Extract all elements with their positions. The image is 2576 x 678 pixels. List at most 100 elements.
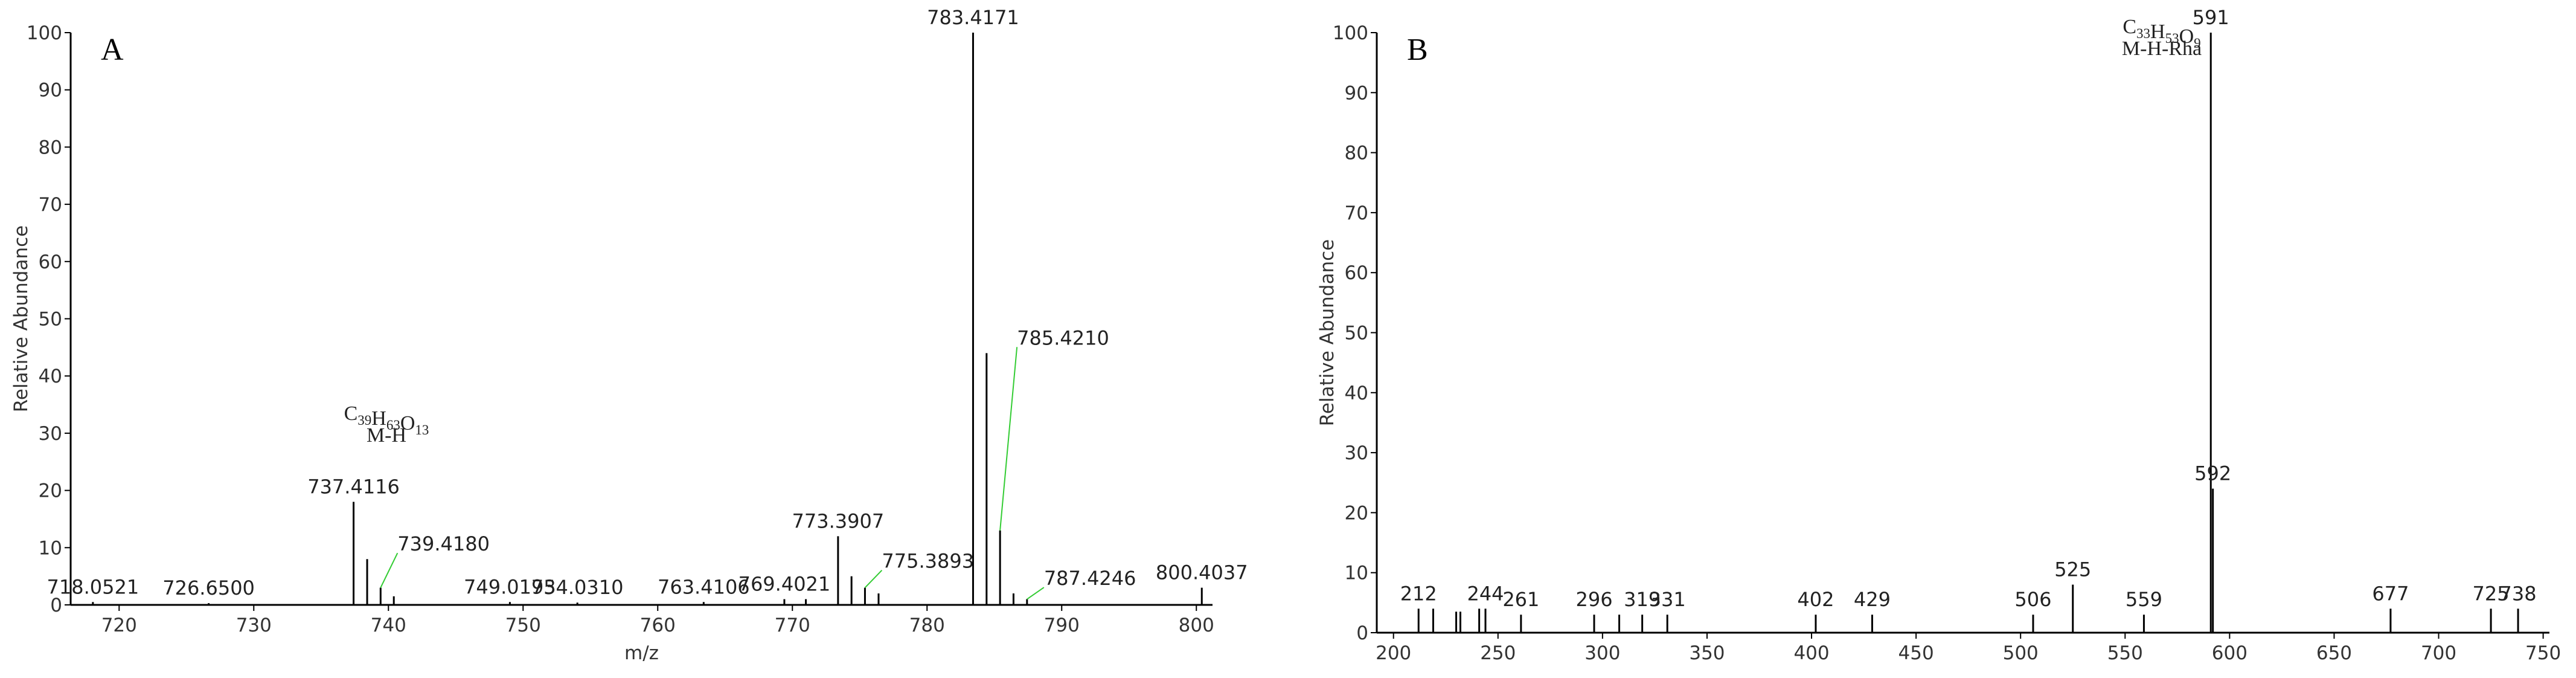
x-tick-label: 780 — [909, 615, 945, 636]
peak-label: 773.3907 — [792, 509, 885, 532]
x-tick-label: 650 — [2316, 642, 2352, 664]
peak-label: 775.3893 — [882, 550, 974, 573]
y-tick-label: 100 — [1333, 22, 1368, 44]
y-tick-label: 50 — [1345, 323, 1368, 344]
formula-subscript: 39 — [357, 413, 371, 428]
formula-text: C — [344, 402, 358, 425]
x-tick-label: 760 — [640, 615, 676, 636]
label-leader — [999, 347, 1018, 531]
panel-label: B — [1407, 33, 1428, 67]
peak-label: 769.4021 — [739, 573, 831, 596]
peak-label: 296 — [1575, 588, 1612, 611]
peak-label: 725 — [2473, 582, 2510, 605]
formula-subscript: 33 — [2136, 26, 2150, 41]
x-tick-label: 730 — [236, 615, 272, 636]
y-tick-label: 20 — [1345, 502, 1368, 524]
y-axis-label: Relative Abundance — [1316, 239, 1338, 427]
formula-subscript: 13 — [415, 422, 429, 437]
peak-label: 763.4106 — [658, 575, 750, 598]
y-tick-label: 40 — [39, 366, 62, 387]
label-leader — [1027, 587, 1045, 600]
peak-label: 559 — [2126, 588, 2162, 611]
peak-label: 319 — [1624, 588, 1661, 611]
y-tick-label: 70 — [39, 194, 62, 216]
peak-label: 402 — [1797, 588, 1834, 611]
x-tick-label: 750 — [2525, 642, 2561, 664]
y-tick-label: 20 — [39, 480, 62, 502]
annotation-text: M-H — [367, 424, 406, 447]
peak-label: 429 — [1854, 588, 1891, 611]
formula-subscript: 53 — [2165, 31, 2179, 46]
y-tick-label: 60 — [1345, 262, 1368, 284]
y-tick-label: 0 — [50, 595, 62, 616]
y-tick-label: 0 — [1356, 622, 1368, 644]
x-tick-label: 550 — [2107, 642, 2143, 664]
peak-label: 677 — [2372, 582, 2409, 605]
formula-text: O — [400, 412, 415, 434]
x-tick-label: 600 — [2212, 642, 2248, 664]
label-leader — [864, 569, 883, 589]
y-tick-label: 80 — [1345, 143, 1368, 164]
x-tick-label: 400 — [1793, 642, 1829, 664]
y-tick-label: 40 — [1345, 383, 1368, 404]
x-tick-label: 720 — [101, 615, 137, 636]
x-tick-label: 450 — [1898, 642, 1934, 664]
panel-label: A — [101, 33, 124, 67]
y-tick-label: 90 — [39, 80, 62, 102]
y-tick-label: 30 — [1345, 442, 1368, 464]
formula-text: C — [2123, 16, 2136, 38]
peak-label: 592 — [2194, 462, 2231, 485]
x-axis-label: m/z — [624, 642, 659, 664]
peak-label: 244 — [1467, 582, 1504, 605]
y-axis-label: Relative Abundance — [10, 225, 32, 413]
y-tick-label: 80 — [39, 137, 62, 158]
peak-label: 506 — [2014, 588, 2051, 611]
y-tick-label: 10 — [1345, 563, 1368, 584]
formula-subscript: 9 — [2194, 36, 2201, 51]
x-tick-label: 500 — [2003, 642, 2039, 664]
y-tick-label: 90 — [1345, 82, 1368, 104]
x-tick-label: 770 — [775, 615, 810, 636]
y-tick-label: 50 — [39, 309, 62, 331]
annotation-text: M-H-Rha — [2122, 37, 2202, 60]
peak-label: 212 — [1400, 582, 1437, 605]
x-tick-label: 790 — [1044, 615, 1080, 636]
x-tick-label: 800 — [1179, 615, 1214, 636]
x-tick-label: 200 — [1376, 642, 1411, 664]
x-tick-label: 750 — [505, 615, 541, 636]
peak-label: 261 — [1502, 588, 1539, 611]
y-tick-label: 10 — [39, 537, 62, 559]
peak-label: 591 — [2193, 6, 2229, 29]
y-tick-label: 100 — [27, 22, 62, 44]
formula-subscript: 63 — [386, 418, 400, 433]
peak-label: 331 — [1649, 588, 1686, 611]
peak-label: 726.6500 — [162, 576, 255, 599]
peak-label: 783.4171 — [927, 6, 1019, 29]
peak-label: 738 — [2500, 582, 2537, 605]
peak-label: 749.0193 — [464, 575, 556, 598]
peak-label: 785.4210 — [1017, 326, 1109, 349]
peak-label: 787.4246 — [1044, 567, 1136, 590]
peak-label: 754.0310 — [531, 576, 624, 599]
formula: C33H53O9 — [2123, 16, 2200, 51]
y-tick-label: 30 — [39, 423, 62, 445]
spectrum-panel: 0 10 20 30 40 50 60 70 80 90 100 720 730 740 750 760 770… — [10, 6, 1248, 664]
x-tick-label: 740 — [371, 615, 406, 636]
peak-label: 739.4180 — [397, 532, 490, 555]
x-tick-label: 250 — [1480, 642, 1516, 664]
spectrum-panel: 0 10 20 30 40 50 60 70 80 90 100 200 250 300 350 400 450… — [1316, 6, 2561, 664]
formula-text: O — [2179, 25, 2194, 48]
formula: C39H63O13 — [344, 402, 429, 437]
formula-text: H — [2150, 21, 2165, 43]
x-tick-label: 300 — [1584, 642, 1620, 664]
peak-label: 525 — [2054, 558, 2091, 581]
peak-label: 800.4037 — [1156, 561, 1248, 584]
x-tick-label: 350 — [1689, 642, 1725, 664]
peak-label: 718.0521 — [46, 575, 139, 598]
peak-label: 737.4116 — [307, 476, 400, 499]
y-tick-label: 60 — [39, 251, 62, 273]
x-tick-label: 700 — [2421, 642, 2456, 664]
y-tick-label: 70 — [1345, 202, 1368, 224]
formula-text: H — [371, 407, 386, 430]
